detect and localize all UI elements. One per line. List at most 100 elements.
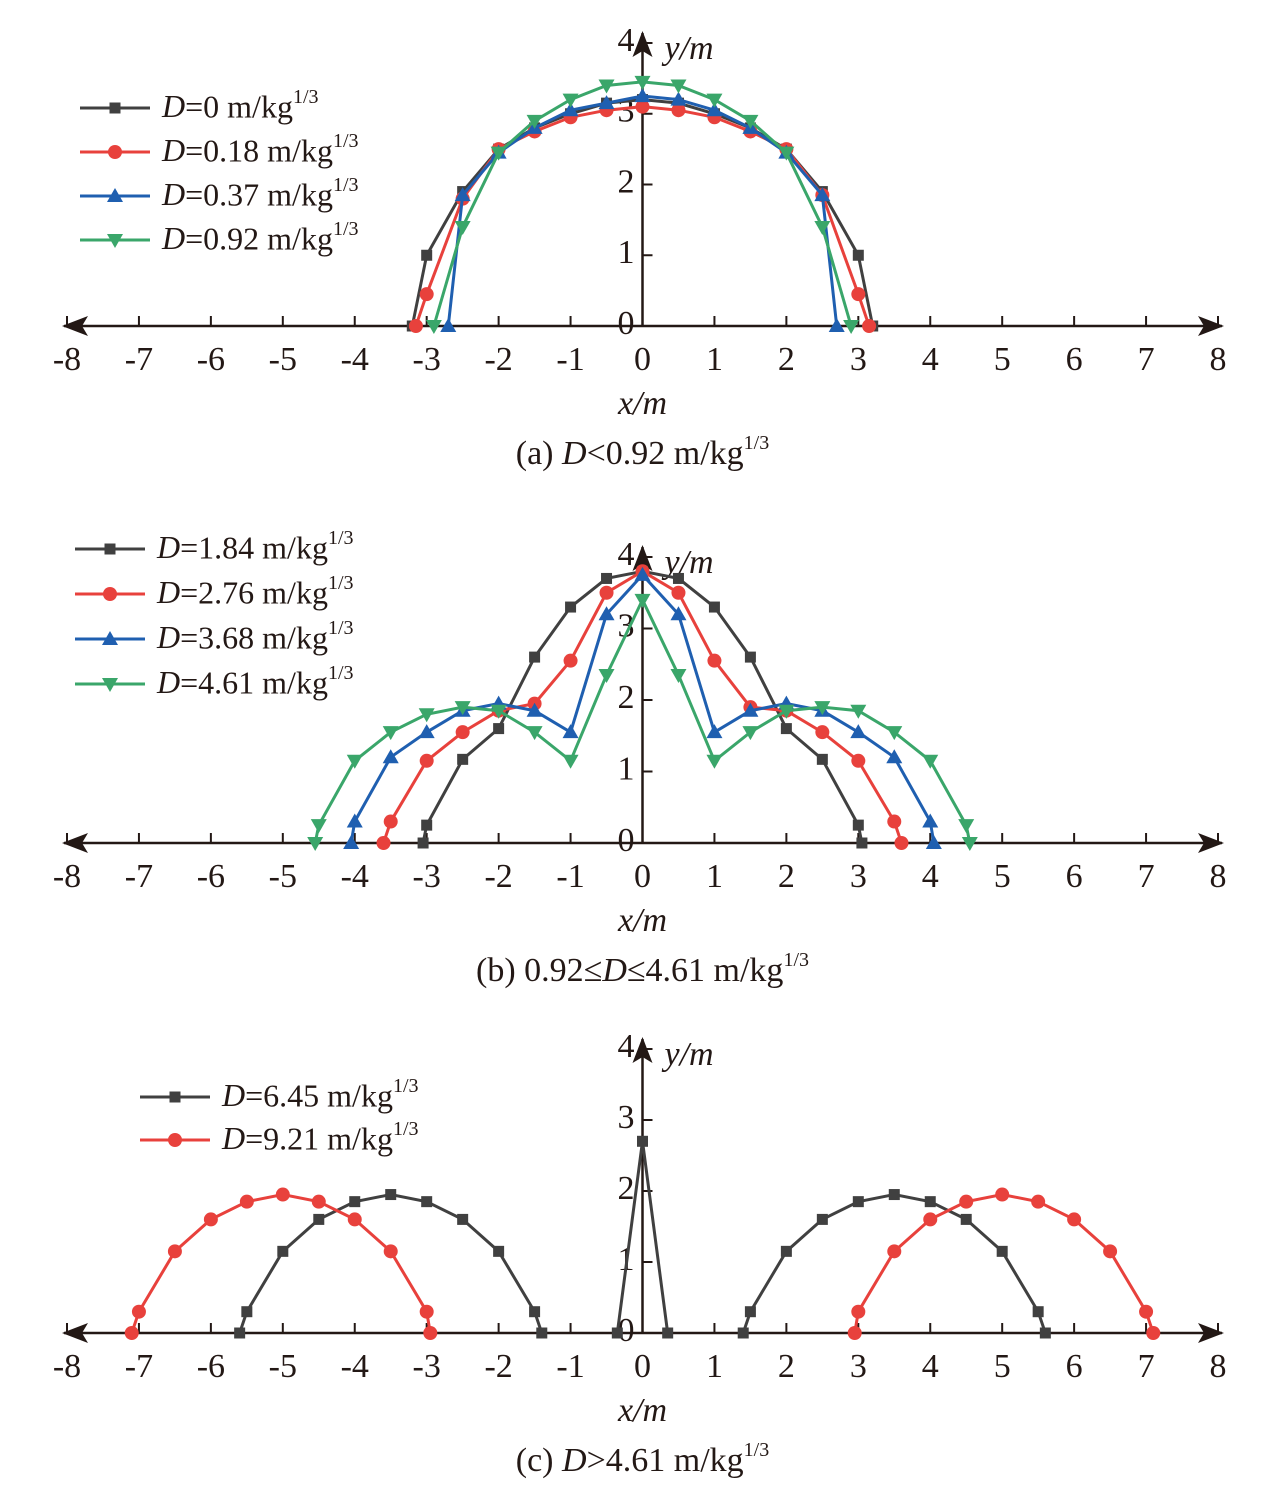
marker: [310, 819, 327, 834]
y-axis-label: y/m: [662, 30, 714, 67]
marker: [419, 1304, 434, 1319]
x-tick-label: -8: [53, 858, 81, 895]
legend-marker: [169, 1091, 181, 1103]
marker: [454, 220, 471, 235]
marker: [275, 1187, 290, 1202]
marker: [814, 220, 831, 235]
marker: [277, 1245, 289, 1257]
x-tick-label: 1: [706, 858, 723, 895]
marker: [851, 1304, 866, 1319]
marker: [995, 1187, 1010, 1202]
marker: [706, 754, 723, 769]
x-tick-label: 0: [634, 1348, 651, 1385]
x-tick-label: -4: [341, 341, 369, 378]
marker: [851, 287, 866, 302]
marker: [828, 318, 845, 332]
x-tick-label: -7: [125, 1348, 153, 1385]
marker: [843, 320, 860, 334]
marker: [167, 1244, 182, 1259]
marker: [562, 102, 579, 117]
marker: [307, 837, 324, 851]
marker: [423, 1326, 438, 1340]
marker: [742, 726, 759, 741]
marker: [1146, 1326, 1161, 1340]
legend-marker: [104, 543, 116, 555]
marker: [234, 1327, 246, 1339]
marker: [440, 318, 457, 332]
marker: [635, 99, 650, 114]
marker: [670, 606, 687, 621]
legend-label: D=2.76 m/kg1/3: [156, 572, 354, 611]
marker: [959, 1194, 974, 1209]
marker: [778, 704, 795, 719]
marker: [529, 651, 541, 663]
legend-marker: [102, 631, 118, 645]
x-tick-label: -2: [484, 1348, 512, 1385]
marker: [634, 88, 651, 103]
x-tick-label: 3: [850, 1348, 867, 1385]
marker: [346, 754, 363, 769]
marker: [744, 651, 756, 663]
marker: [706, 724, 723, 739]
x-axis-label: x/m: [617, 902, 667, 939]
marker: [418, 724, 435, 739]
y-tick-label: 0: [618, 305, 635, 342]
marker: [124, 1326, 139, 1340]
x-tick-label: 2: [778, 1348, 795, 1385]
x-tick-label: 6: [1066, 341, 1083, 378]
x-tick-label: 8: [1210, 1348, 1227, 1385]
x-tick-label: -7: [125, 341, 153, 378]
marker: [563, 653, 578, 668]
legend-label: D=0.92 m/kg1/3: [161, 218, 359, 257]
marker: [1103, 1244, 1118, 1259]
marker: [419, 287, 434, 302]
marker: [421, 819, 433, 831]
marker: [671, 103, 686, 118]
marker: [493, 1245, 505, 1257]
x-tick-label: -4: [341, 858, 369, 895]
marker: [670, 91, 687, 106]
y-tick-label: 2: [618, 679, 635, 716]
legend-marker: [107, 188, 123, 202]
marker: [852, 1196, 864, 1208]
x-tick-label: 4: [922, 858, 939, 895]
x-tick-label: -5: [269, 858, 297, 895]
marker: [529, 1306, 541, 1318]
x-tick-label: 3: [850, 858, 867, 895]
marker: [408, 319, 423, 333]
marker: [419, 753, 434, 768]
legend-label: D=4.61 m/kg1/3: [156, 662, 354, 701]
marker: [923, 1212, 938, 1227]
marker: [708, 601, 720, 613]
x-tick-label: -2: [484, 858, 512, 895]
x-tick-label: 7: [1138, 1348, 1155, 1385]
marker: [598, 79, 615, 94]
marker: [454, 187, 471, 202]
chart-title: (a) D<0.92 m/kg1/3: [516, 432, 769, 472]
y-tick-label: 0: [618, 822, 635, 859]
x-tick-label: 2: [778, 341, 795, 378]
legend-label: D=6.45 m/kg1/3: [221, 1075, 419, 1114]
marker: [343, 835, 360, 849]
y-tick-label: 3: [618, 1099, 635, 1136]
legend-marker: [108, 145, 122, 159]
marker: [598, 606, 615, 621]
marker: [1031, 1194, 1046, 1209]
legend-label: D=9.21 m/kg1/3: [221, 1118, 419, 1157]
marker: [887, 1244, 902, 1259]
legend-marker: [109, 102, 121, 114]
marker: [742, 114, 759, 129]
marker: [418, 708, 435, 723]
marker: [376, 836, 391, 850]
marker: [672, 572, 684, 584]
marker: [1039, 1327, 1051, 1339]
marker: [847, 1326, 862, 1340]
marker: [742, 702, 759, 717]
marker: [706, 93, 723, 108]
marker: [383, 1244, 398, 1259]
marker: [856, 837, 868, 849]
marker: [850, 724, 867, 739]
marker: [925, 835, 942, 849]
x-tick-label: -8: [53, 1348, 81, 1385]
marker: [454, 701, 471, 716]
